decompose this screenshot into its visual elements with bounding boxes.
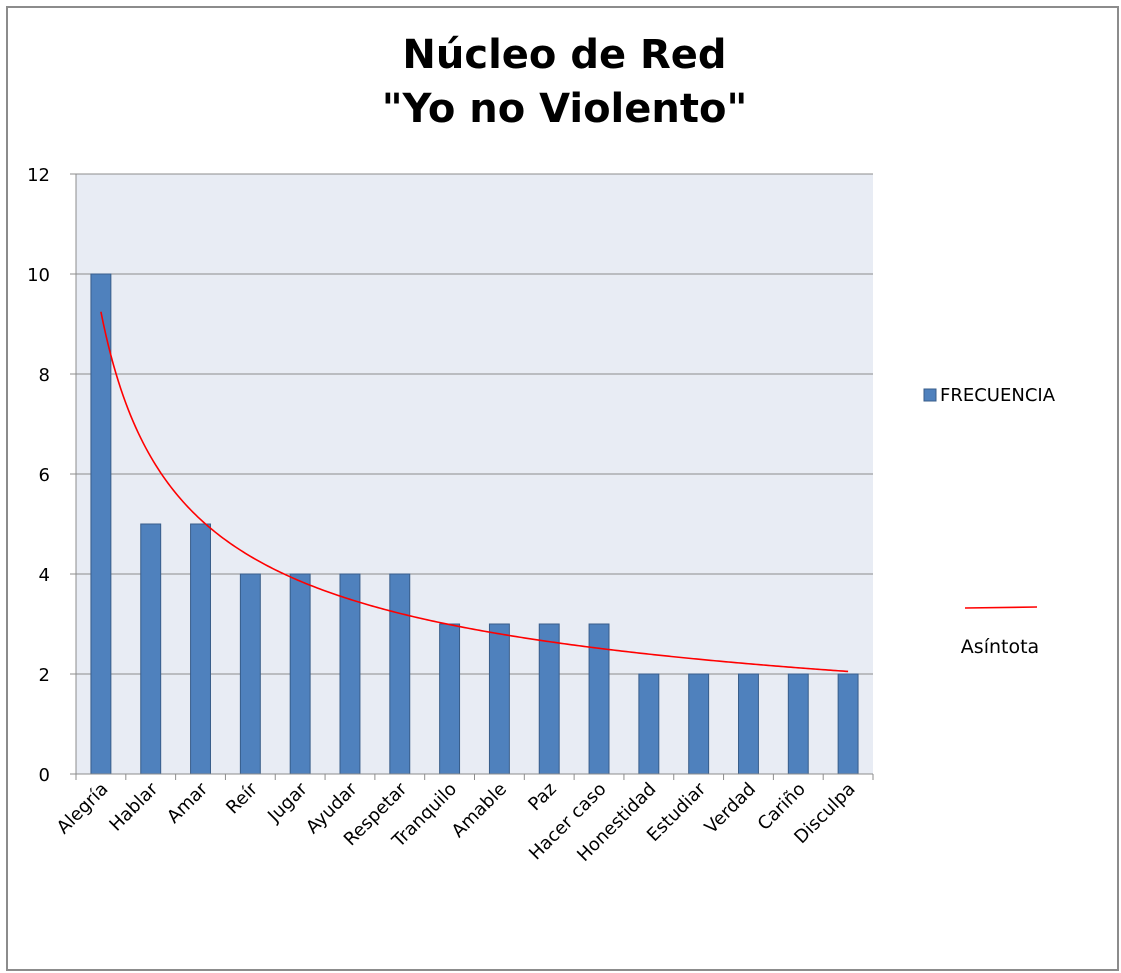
trendline-asintota xyxy=(100,311,849,673)
bar-1 xyxy=(140,523,162,775)
y-tick-label-6: 12 xyxy=(27,165,50,186)
bar-15 xyxy=(837,673,859,775)
bar-8 xyxy=(488,623,510,775)
bar-0 xyxy=(90,273,112,775)
chart-title-line-2: "Yo no Violento" xyxy=(381,86,748,132)
bar-13 xyxy=(738,673,759,775)
bar-2 xyxy=(190,523,211,775)
y-tick-label-1: 2 xyxy=(39,665,50,686)
legend-swatch-asintota xyxy=(964,606,1038,609)
y-tick-label-4: 8 xyxy=(39,365,50,386)
bar-10 xyxy=(588,623,610,775)
legend-asintota: Asíntota xyxy=(961,606,1039,658)
x-tick-label-9: Paz xyxy=(524,779,560,815)
legend-frecuencia: FRECUENCIA xyxy=(923,385,1056,406)
chart-title-line-1: Núcleo de Red xyxy=(402,32,727,78)
y-tick-label-0: 0 xyxy=(39,765,50,786)
x-tick-label-8: Amable xyxy=(448,779,511,842)
x-tick-label-13: Verdad xyxy=(701,779,760,838)
legend-label-frecuencia: FRECUENCIA xyxy=(940,385,1056,406)
bar-3 xyxy=(239,573,261,775)
legend-label-asintota: Asíntota xyxy=(961,636,1039,658)
bar-5 xyxy=(339,573,361,775)
legend-swatch-frecuencia xyxy=(923,388,937,402)
bar-4 xyxy=(289,573,311,775)
bar-12 xyxy=(688,673,710,775)
bar-14 xyxy=(787,673,809,775)
y-tick-labels: 0 2 4 6 8 10 12 xyxy=(27,165,50,786)
x-tick-label-1: Hablar xyxy=(105,778,162,835)
x-tick-label-0: Alegría xyxy=(53,779,113,839)
x-tick-label-2: Amar xyxy=(163,778,212,827)
bar-6 xyxy=(389,573,411,775)
y-tick-label-2: 4 xyxy=(39,565,50,586)
bar-7 xyxy=(439,623,461,775)
bar-11 xyxy=(638,673,660,775)
bars xyxy=(75,273,874,780)
x-tick-label-3: Reír xyxy=(222,778,262,818)
y-tick-label-5: 10 xyxy=(27,265,50,286)
chart-title: Núcleo de Red "Yo no Violento" xyxy=(8,28,1121,136)
y-tick-label-3: 6 xyxy=(39,465,50,486)
bar-9 xyxy=(538,623,560,775)
